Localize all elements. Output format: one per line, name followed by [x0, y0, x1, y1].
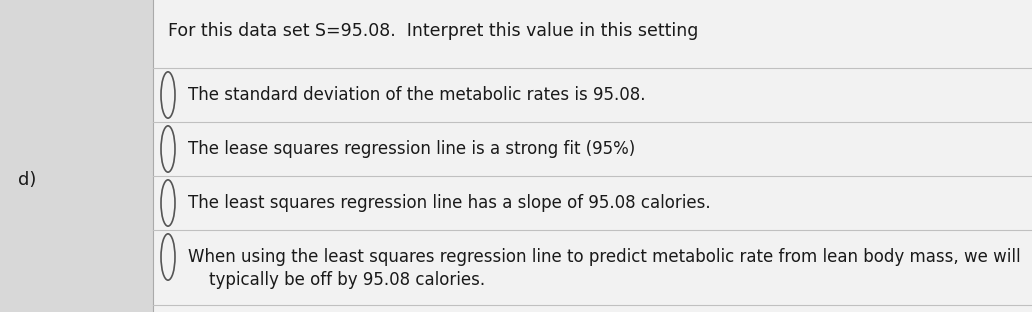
Text: d): d) [18, 171, 36, 189]
Bar [0, 0, 153, 312]
Text: For this data set S=95.08.  Interpret this value in this setting: For this data set S=95.08. Interpret thi… [168, 22, 699, 40]
Text: When using the least squares regression line to predict metabolic rate from lean: When using the least squares regression … [188, 248, 1021, 266]
Text: typically be off by 95.08 calories.: typically be off by 95.08 calories. [188, 271, 485, 289]
Text: The standard deviation of the metabolic rates is 95.08.: The standard deviation of the metabolic … [188, 86, 645, 104]
Text: The lease squares regression line is a strong fit (95%): The lease squares regression line is a s… [188, 140, 636, 158]
Text: The least squares regression line has a slope of 95.08 calories.: The least squares regression line has a … [188, 194, 711, 212]
Bar [153, 0, 1032, 312]
